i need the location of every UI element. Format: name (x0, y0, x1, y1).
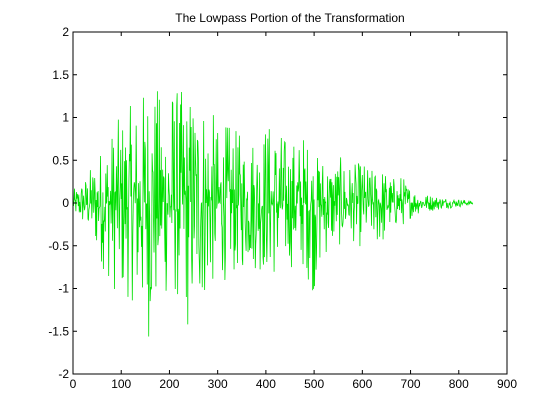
y-tick-label: -2 (58, 367, 69, 381)
chart-title: The Lowpass Portion of the Transformatio… (175, 11, 404, 25)
x-tick-label: 900 (497, 377, 517, 391)
y-tick-label: 1 (62, 111, 69, 125)
y-tick-label: 1.5 (52, 68, 69, 82)
x-tick-label: 600 (352, 377, 372, 391)
y-tick-label: -0.5 (48, 239, 69, 253)
x-tick-label: 700 (401, 377, 421, 391)
y-tick-label: 2 (62, 25, 69, 39)
x-tick-label: 500 (304, 377, 324, 391)
series-line-0 (72, 91, 474, 337)
x-tick-label: 100 (111, 377, 131, 391)
series-layer (72, 91, 474, 337)
plot-frame (72, 31, 508, 375)
x-tick-label: 400 (256, 377, 276, 391)
y-tick-label: -1 (58, 282, 69, 296)
x-tick-label: 300 (208, 377, 228, 391)
x-tick-label: 200 (159, 377, 179, 391)
y-tick-label: 0 (62, 196, 69, 210)
y-axis-ticks: 2 1.5 1 0.5 0 -0.5 -1 -1.5 -2 (48, 25, 507, 381)
y-tick-label: -1.5 (48, 324, 69, 338)
y-tick-label: 0.5 (52, 153, 69, 167)
x-tick-label: 800 (449, 377, 469, 391)
x-tick-label: 0 (70, 377, 77, 391)
x-axis-ticks: 0 100 200 300 400 500 600 700 800 900 (70, 32, 517, 391)
